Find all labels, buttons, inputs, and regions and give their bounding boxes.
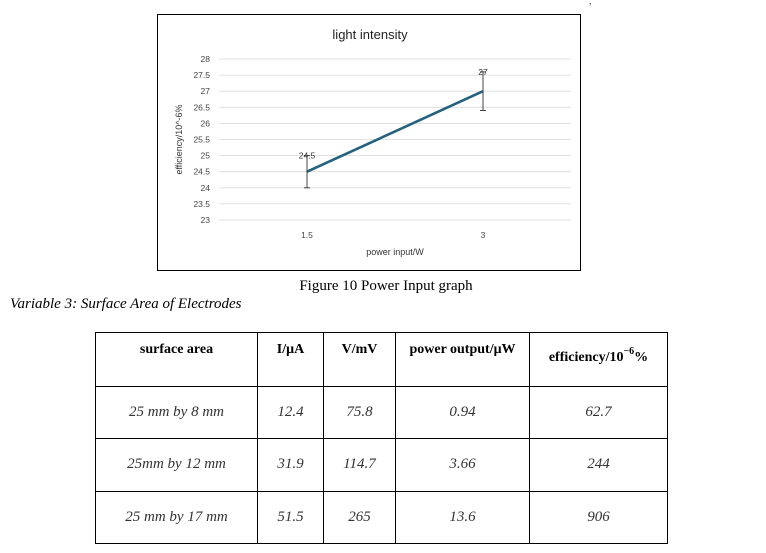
- table-row: 25mm by 12 mm 31.9 114.7 3.66 244: [95, 438, 668, 492]
- cell-current: 12.4: [257, 385, 324, 440]
- x-axis-tick-labels: 1.5 3: [301, 230, 486, 240]
- cell-efficiency: 906: [529, 490, 668, 545]
- cell-current: 51.5: [257, 490, 324, 545]
- header-efficiency-prefix: efficiency/10: [548, 350, 624, 365]
- table-row: 25 mm by 8 mm 12.4 75.8 0.94 62.7: [95, 385, 668, 440]
- cell-efficiency: 244: [529, 438, 668, 492]
- cell-efficiency: 62.7: [529, 385, 668, 440]
- series-light-intensity: 24.5 27: [299, 67, 488, 189]
- cell-power-output: 3.66: [395, 438, 530, 492]
- chart-canvas: light intensity 23 23.5 24 24.5 25 25.5 26 26.5…: [174, 27, 571, 257]
- y-tick-label: 27.5: [193, 70, 210, 80]
- data-label: 24.5: [299, 151, 316, 161]
- gridlines: [219, 58, 571, 221]
- y-tick-label: 26.5: [193, 102, 210, 112]
- line-chart: light intensity 23 23.5 24 24.5 25 25.5 26 26.5…: [157, 14, 581, 271]
- y-tick-label: 27: [201, 86, 211, 96]
- y-tick-label: 26: [201, 118, 211, 128]
- header-voltage: V/mV: [323, 332, 396, 387]
- y-tick-label: 23.5: [193, 199, 210, 209]
- y-tick-label: 24.5: [193, 167, 210, 177]
- cell-power-output: 13.6: [395, 490, 530, 545]
- x-tick-label: 1.5: [301, 230, 313, 240]
- header-efficiency: efficiency/10−6%: [529, 332, 668, 387]
- cell-voltage: 265: [323, 490, 396, 545]
- table-row: 25 mm by 17 mm 51.5 265 13.6 906: [95, 490, 668, 545]
- cell-voltage: 75.8: [323, 385, 396, 440]
- y-tick-label: 25.5: [193, 135, 210, 145]
- cell-surface-area: 25 mm by 17 mm: [95, 490, 258, 545]
- section-title: Variable 3: Surface Area of Electrodes: [10, 296, 242, 312]
- x-axis-label: power input/W: [366, 247, 424, 257]
- y-tick-label: 23: [201, 215, 211, 225]
- cell-current: 31.9: [257, 438, 324, 492]
- header-current: I/μA: [257, 332, 324, 387]
- table-header-row: surface area I/μA V/mV power output/μW e…: [95, 332, 668, 387]
- cell-surface-area: 25 mm by 8 mm: [95, 385, 258, 440]
- y-tick-label: 25: [201, 151, 211, 161]
- x-tick-label: 3: [481, 230, 486, 240]
- results-table: surface area I/μA V/mV power output/μW e…: [95, 332, 668, 545]
- y-tick-label: 24: [201, 183, 211, 193]
- header-efficiency-suffix: %: [634, 350, 649, 365]
- header-efficiency-exponent: −6: [623, 346, 635, 357]
- cropped-text-fragment: ,: [589, 0, 592, 7]
- series-line: [306, 90, 484, 173]
- y-axis-label: efficiency/10^-6%: [174, 104, 184, 174]
- chart-title: light intensity: [332, 27, 408, 42]
- cell-surface-area: 25mm by 12 mm: [95, 438, 258, 492]
- cell-power-output: 0.94: [395, 385, 530, 440]
- cell-voltage: 114.7: [323, 438, 396, 492]
- data-label: 27: [478, 67, 488, 77]
- header-surface-area: surface area: [95, 332, 258, 387]
- figure-caption: Figure 10 Power Input graph: [299, 278, 473, 294]
- y-tick-label: 28: [201, 54, 211, 64]
- y-axis-tick-labels: 23 23.5 24 24.5 25 25.5 26 26.5 27 27.5 28: [193, 54, 210, 225]
- header-power-output: power output/μW: [395, 332, 530, 387]
